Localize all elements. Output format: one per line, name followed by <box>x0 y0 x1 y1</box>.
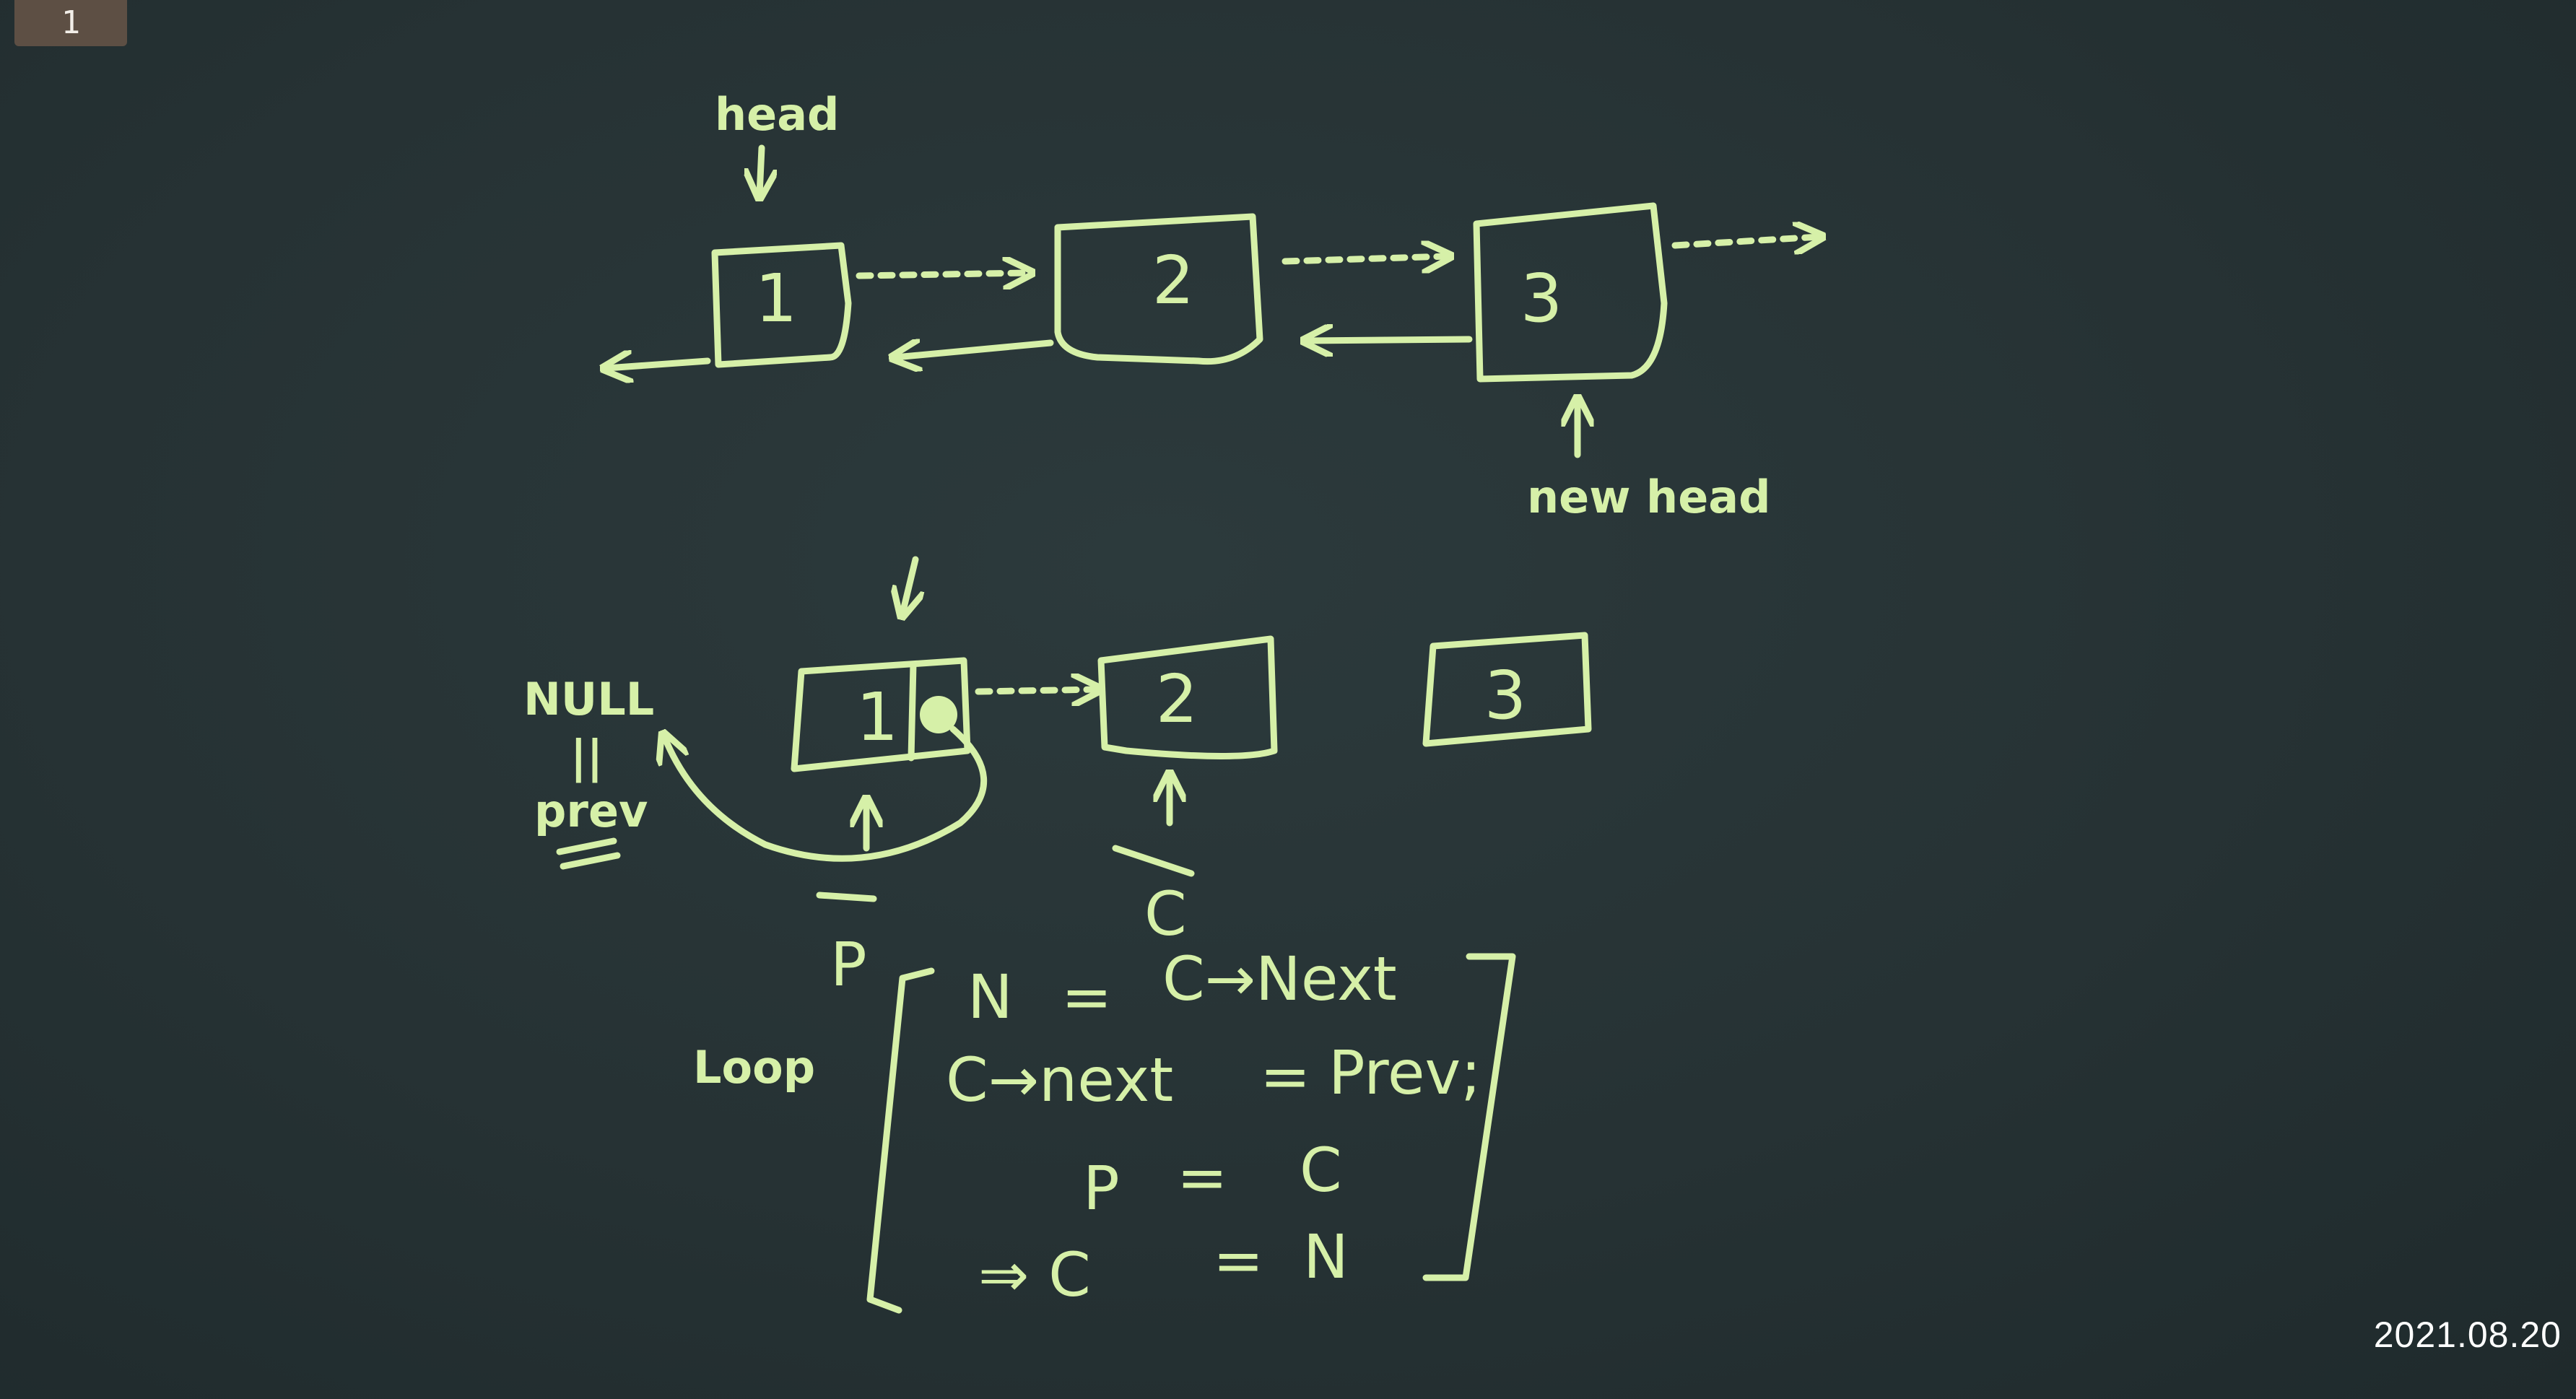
prev-underline-1 <box>556 837 617 855</box>
pointer-p-label: P <box>830 929 867 1000</box>
loop-line-4-rhs: N <box>1303 1221 1349 1292</box>
bottom-node-2: 2 <box>1097 635 1278 759</box>
bottom-node-2-value: 2 <box>1156 661 1198 738</box>
null-equals-mark: || <box>570 731 603 784</box>
top-node-2: 2 <box>1054 213 1263 365</box>
top-node-3: 3 <box>1473 202 1668 383</box>
loop-line-1-op: = <box>1061 962 1112 1032</box>
loop-bracket-left <box>866 967 935 1314</box>
pointer-c-label: C <box>1144 879 1187 949</box>
loop-line-1-rhs: C→Next <box>1162 943 1397 1014</box>
head-label: head <box>715 88 839 141</box>
p-crossed-mark <box>816 892 877 902</box>
bottom-node-1: 1 <box>791 657 971 772</box>
top-node-3-value: 3 <box>1520 260 1563 337</box>
loop-line-1-lhs: N <box>967 962 1013 1032</box>
head-arrow <box>760 144 762 195</box>
top-prev-arrow-2-1 <box>895 343 1054 357</box>
loop-line-3-op: = <box>1177 1142 1227 1213</box>
top-node-1: 1 <box>711 242 852 368</box>
top-node-2-value: 2 <box>1152 242 1195 319</box>
top-node-1-value: 1 <box>755 260 798 337</box>
new-head-label: new head <box>1527 471 1770 523</box>
loop-line-3-lhs: P <box>1083 1153 1120 1224</box>
bottom-reversed-arrow <box>664 729 987 862</box>
bottom-node-3: 3 <box>1422 632 1592 747</box>
null-label: NULL <box>523 673 654 725</box>
c-crossed-mark <box>1112 845 1195 877</box>
loop-line-4-op: = <box>1213 1225 1263 1296</box>
pointer-dot <box>920 696 957 733</box>
loop-label: Loop <box>693 1041 815 1094</box>
top-prev-arrow-1-out <box>606 361 711 368</box>
loop-line-2-op: = <box>1260 1041 1310 1112</box>
bottom-node-3-value: 3 <box>1484 657 1527 734</box>
bottom-node-1-value: 1 <box>856 679 899 756</box>
prev-underline-2 <box>560 852 621 870</box>
bottom-next-arrow-1-2 <box>975 689 1097 692</box>
top-prev-arrow-3-2 <box>1307 339 1473 341</box>
top-next-arrow-1-2 <box>856 273 1029 276</box>
date-stamp: 2021.08.20 <box>2373 1315 2562 1355</box>
loop-line-4-lhs: ⇒ C <box>978 1239 1091 1310</box>
bottom-pointer-arrow <box>902 556 915 614</box>
loop-line-2-lhs: C→next <box>946 1045 1173 1115</box>
page-number-badge: 1 <box>14 0 127 46</box>
top-next-arrow-2-3 <box>1282 256 1448 261</box>
loop-line-2-rhs: Prev; <box>1328 1037 1481 1108</box>
loop-line-3-rhs: C <box>1300 1135 1342 1206</box>
prev-label: prev <box>534 785 648 837</box>
loop-bracket-right <box>1422 953 1516 1281</box>
top-next-arrow-3-out <box>1671 237 1819 245</box>
